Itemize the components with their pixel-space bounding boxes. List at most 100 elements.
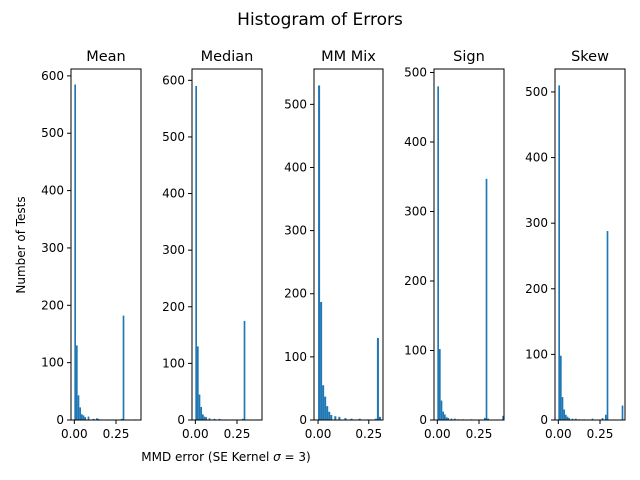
y-tick-label: 200 xyxy=(525,282,548,296)
histogram-bar xyxy=(122,315,125,420)
histogram-bar xyxy=(208,418,211,420)
histogram-bar xyxy=(97,418,100,420)
histogram-bar xyxy=(563,409,565,420)
histogram-bar xyxy=(96,418,98,420)
panel-5: Skew 0 100 200 300 400 500 0.00 0.25 xyxy=(525,49,626,441)
histogram-bar xyxy=(445,417,448,420)
y-tick-label: 500 xyxy=(162,130,185,144)
histogram-bar xyxy=(318,85,321,420)
x-tick-label: 0.00 xyxy=(424,427,451,441)
histogram-bar xyxy=(450,418,453,420)
histogram-bar xyxy=(376,337,379,420)
histogram-bar xyxy=(87,416,90,420)
y-tick-label: 200 xyxy=(404,274,427,288)
y-axis-label: Number of Tests xyxy=(14,196,28,293)
histogram-bar xyxy=(344,418,347,420)
y-tick-label: 600 xyxy=(41,69,64,83)
x-tick-label: 0.25 xyxy=(466,427,493,441)
histogram-bar xyxy=(568,418,570,420)
histogram-bar xyxy=(77,395,80,420)
y-tick-label: 500 xyxy=(404,65,427,79)
y-tick-label: 400 xyxy=(284,160,307,174)
panel-title: Sign xyxy=(453,49,485,65)
y-tick-label: 200 xyxy=(284,287,307,301)
histogram-bar xyxy=(320,301,323,420)
histogram-bar xyxy=(561,397,564,420)
histogram-bar xyxy=(606,231,609,420)
histogram-bar xyxy=(213,418,216,420)
histogram-bar xyxy=(374,418,377,420)
histogram-bar xyxy=(203,416,206,420)
y-tick-label: 0 xyxy=(177,413,185,427)
y-tick-label: 500 xyxy=(525,85,548,99)
histogram-bar xyxy=(485,178,488,420)
histogram-bar xyxy=(79,407,81,420)
y-tick-label: 400 xyxy=(525,151,548,165)
histogram-panels: Mean 0 100 200 300 400 500 600 0.00 0.25 Median 0 10… xyxy=(41,49,626,441)
x-tick-label: 0.25 xyxy=(587,427,614,441)
panel-3: MM Mix 0 100 200 300 400 500 0.00 0.25 xyxy=(284,49,384,441)
histogram-bar xyxy=(437,86,439,420)
x-axis-label: MMD error (SE Kernel σ = 3) xyxy=(141,450,310,464)
y-tick-label: 500 xyxy=(41,126,64,140)
y-tick-label: 500 xyxy=(284,97,307,111)
histogram-bar xyxy=(328,411,331,420)
y-tick-label: 0 xyxy=(56,413,64,427)
histogram-bar xyxy=(324,396,327,420)
histogram-bar xyxy=(447,417,449,420)
panel-title: MM Mix xyxy=(321,49,376,65)
histogram-bar xyxy=(195,85,197,420)
histogram-bar xyxy=(575,418,577,420)
panel-1: Mean 0 100 200 300 400 500 600 0.00 0.25 xyxy=(41,49,142,441)
histogram-bar xyxy=(484,417,486,420)
x-tick-label: 0.25 xyxy=(355,427,382,441)
x-tick-label: 0.00 xyxy=(182,427,209,441)
histogram-bar xyxy=(326,406,329,420)
y-tick-label: 400 xyxy=(162,187,185,201)
plot-frame xyxy=(313,68,384,421)
histogram-bar xyxy=(444,414,446,420)
panel-title: Median xyxy=(201,49,254,65)
panel-title: Skew xyxy=(571,49,609,65)
histogram-bar xyxy=(605,414,607,420)
y-tick-label: 100 xyxy=(525,347,548,361)
histogram-bar xyxy=(440,400,443,420)
panel-4: Sign 0 100 200 300 400 500 0.00 0.25 xyxy=(404,49,505,441)
y-tick-label: 0 xyxy=(299,413,307,427)
plot-frame xyxy=(70,68,142,421)
histogram-bar xyxy=(454,418,456,420)
histogram-bar xyxy=(202,414,204,420)
histogram-bar xyxy=(92,418,95,420)
histogram-bar xyxy=(198,394,201,420)
histogram-bar xyxy=(76,345,78,420)
x-tick-label: 0.00 xyxy=(545,427,572,441)
histogram-bar xyxy=(591,418,594,420)
histogram-bar xyxy=(334,416,337,420)
histogram-bar xyxy=(84,417,86,420)
histogram-bar xyxy=(121,418,123,420)
y-tick-label: 300 xyxy=(41,241,64,255)
y-tick-label: 100 xyxy=(404,343,427,357)
histogram-bar xyxy=(439,349,441,420)
histogram-bar xyxy=(558,85,560,421)
histogram-bar xyxy=(205,417,207,420)
y-tick-label: 100 xyxy=(284,350,307,364)
y-tick-label: 300 xyxy=(525,216,548,230)
y-tick-label: 200 xyxy=(162,300,185,314)
y-tick-label: 200 xyxy=(41,298,64,312)
histogram-bar xyxy=(82,415,85,420)
histogram-bar xyxy=(565,414,567,420)
histogram-bar xyxy=(442,411,444,420)
histogram-bar xyxy=(571,418,574,420)
histogram-bar xyxy=(81,414,83,420)
y-tick-label: 0 xyxy=(419,413,427,427)
y-tick-label: 400 xyxy=(404,135,427,149)
x-tick-label: 0.25 xyxy=(224,427,251,441)
histogram-bar xyxy=(358,418,361,420)
histogram-bar xyxy=(560,355,562,420)
y-tick-label: 300 xyxy=(284,224,307,238)
x-tick-label: 0.25 xyxy=(103,427,130,441)
panel-2: Median 0 100 200 300 400 500 600 0.00 0.25 xyxy=(162,49,263,441)
panel-title: Mean xyxy=(86,49,126,65)
plot-frame xyxy=(191,68,263,421)
